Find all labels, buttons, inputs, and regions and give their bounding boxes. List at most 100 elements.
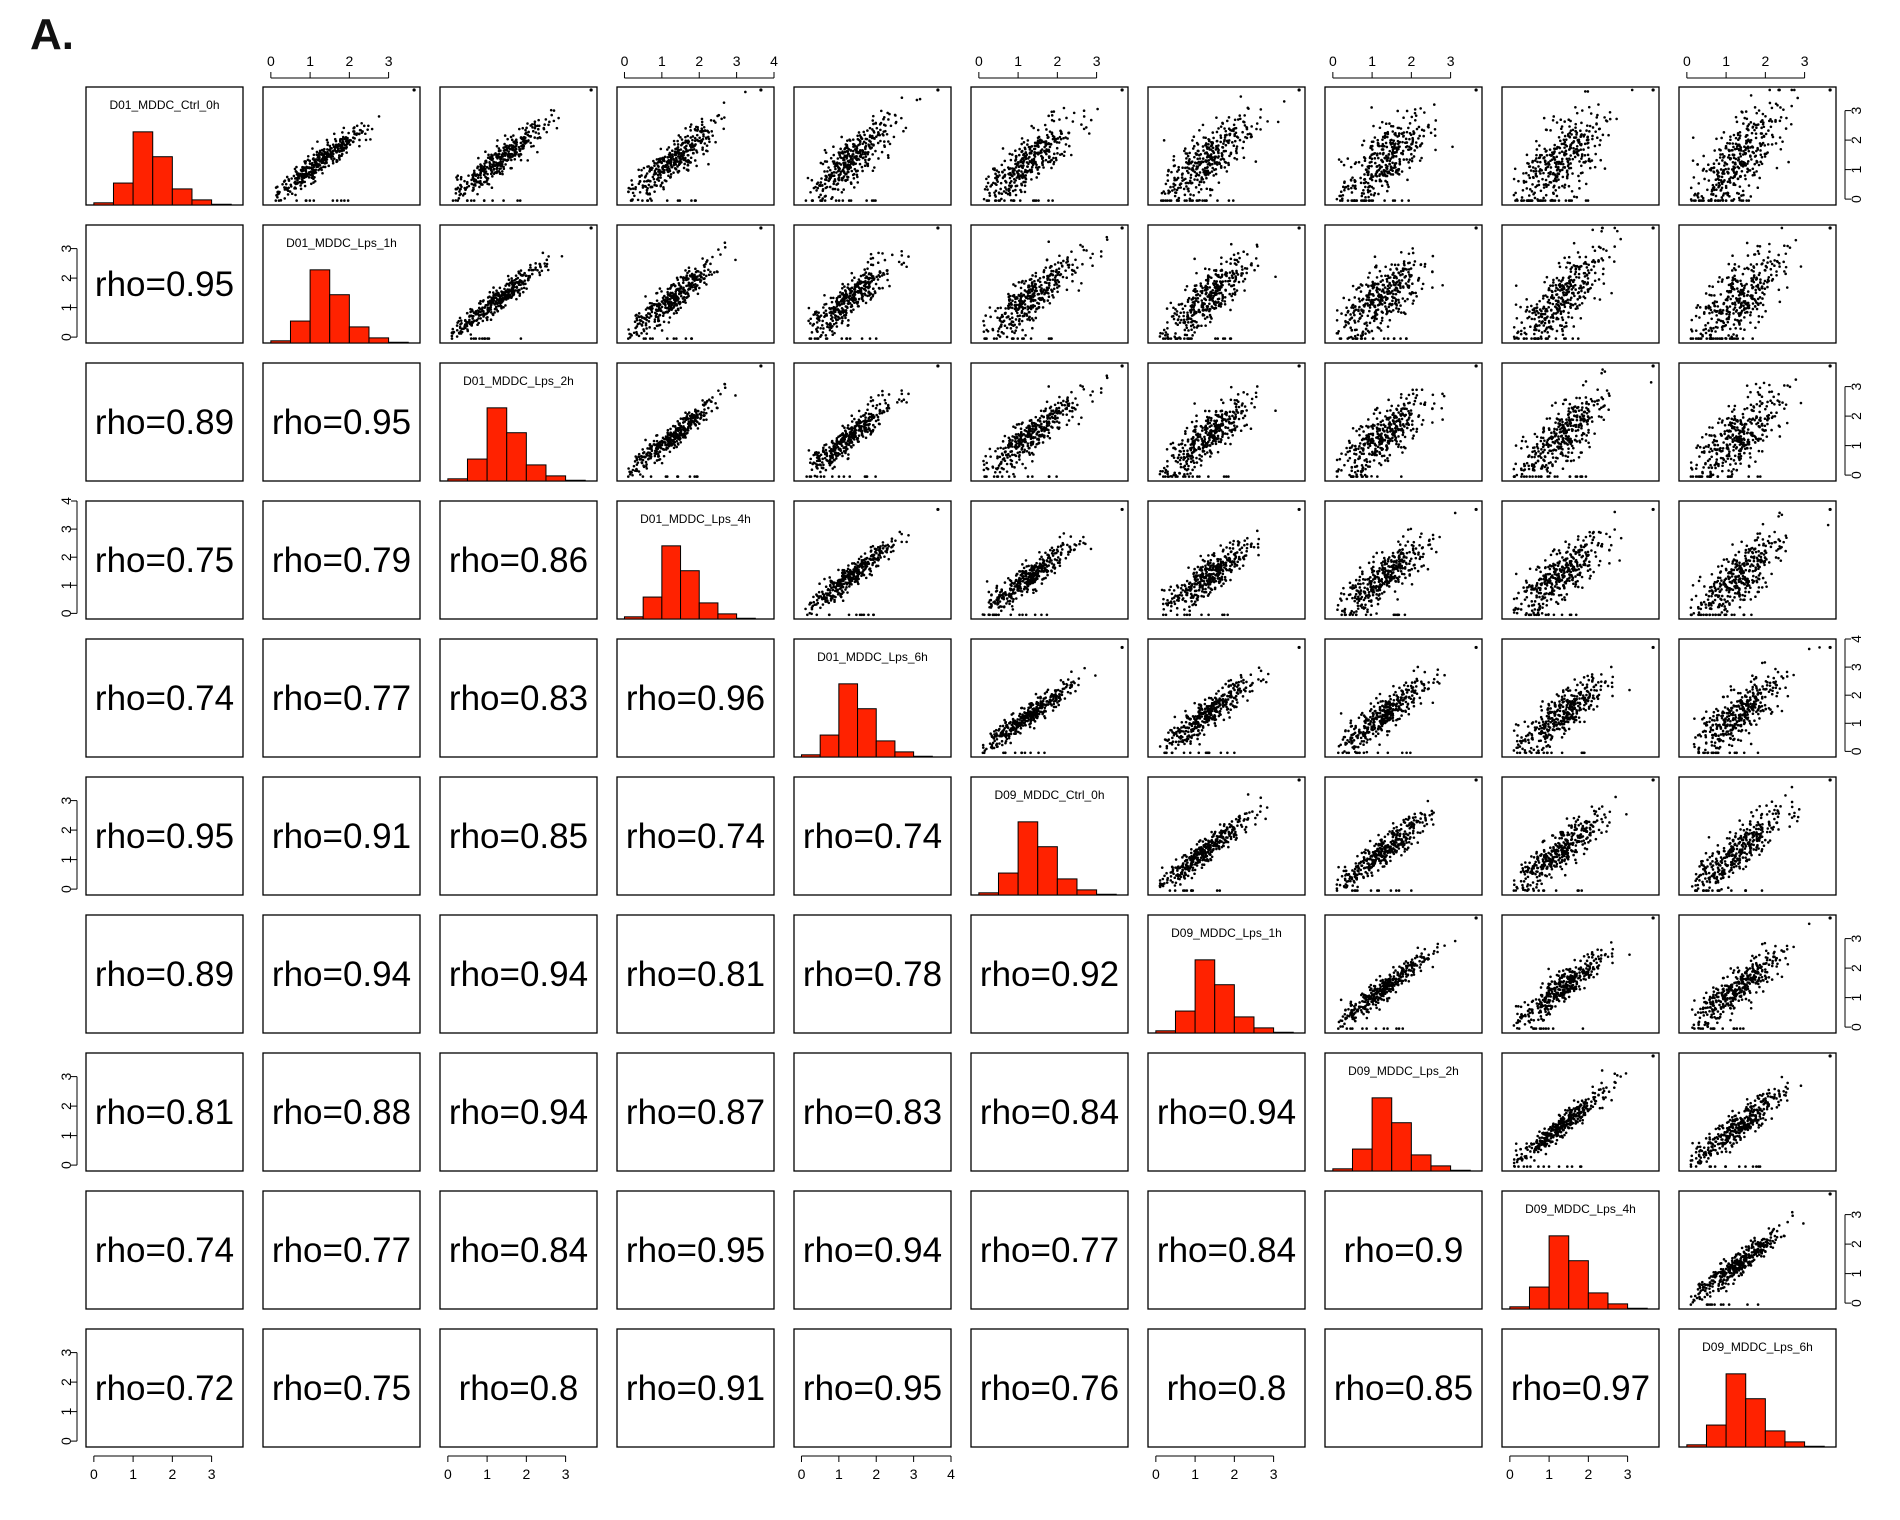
scatter-point [1022, 164, 1025, 167]
scatter-point [1363, 157, 1367, 160]
scatter-point [1583, 90, 1587, 93]
scatter-point [1041, 156, 1044, 159]
scatter-point [496, 298, 500, 301]
scatter-point [1391, 151, 1395, 155]
scatter-point [1047, 148, 1051, 152]
scatter-point [1185, 185, 1188, 188]
scatter-point [636, 322, 640, 326]
scatter-point [1542, 116, 1546, 120]
scatter-point [518, 272, 522, 275]
scatter-point [854, 285, 858, 288]
histogram-bar [388, 341, 409, 344]
scatter-point [669, 301, 672, 304]
scatter-point [1036, 293, 1040, 296]
scatter-point [1722, 169, 1725, 173]
scatter-point [1255, 122, 1259, 125]
scatter-point [840, 337, 844, 340]
scatter-point [712, 119, 716, 123]
scatter-point [843, 285, 846, 288]
scatter-point [660, 305, 664, 309]
scatter-point [1193, 155, 1196, 159]
scatter-point [488, 290, 492, 294]
scatter-point [1219, 166, 1223, 169]
scatter-point [1217, 127, 1220, 130]
scatter-point [1599, 158, 1603, 162]
scatter-point [650, 304, 654, 308]
scatter-point [831, 333, 835, 337]
scatter-point [1082, 115, 1086, 118]
histogram-bar [348, 326, 370, 344]
scatter-point [1554, 189, 1558, 192]
scatter-point [1233, 139, 1237, 143]
scatter-point [828, 168, 832, 172]
scatter-point [1413, 111, 1417, 115]
scatter-point [849, 181, 853, 184]
scatter-point [1099, 255, 1103, 258]
scatter-point [1062, 154, 1066, 158]
panel-frame [793, 224, 952, 344]
scatter-point [851, 293, 854, 297]
scatter-point [1378, 173, 1382, 176]
scatter-point [1043, 145, 1046, 149]
scatter-point [1740, 110, 1743, 113]
scatter-point [823, 294, 826, 297]
scatter-point [477, 321, 480, 325]
scatter-point [1540, 169, 1544, 172]
scatter-point [1215, 116, 1218, 119]
scatter-point [1724, 184, 1728, 188]
scatter-point [851, 173, 855, 177]
scatter-points [274, 88, 416, 202]
scatter-point [690, 337, 694, 340]
scatter-point [1192, 164, 1196, 167]
scatter-point [1191, 166, 1194, 170]
scatter-point [300, 180, 303, 184]
scatter-point [987, 175, 990, 178]
scatter-point [1052, 160, 1056, 164]
scatter-point [557, 116, 560, 120]
scatter-point [868, 337, 872, 340]
scatter-point [1427, 125, 1430, 129]
scatter-point [1200, 177, 1203, 181]
scatter-point [819, 193, 822, 197]
scatter-point [1550, 158, 1554, 161]
scatter-point [529, 141, 532, 145]
scatter-point [707, 273, 711, 277]
scatter-point [1169, 199, 1173, 202]
scatter-point [1601, 133, 1605, 137]
scatter-point [857, 291, 861, 294]
scatter-point [982, 197, 986, 201]
scatter-point [1522, 172, 1525, 175]
scatter-point [876, 278, 880, 281]
scatter-point [858, 162, 862, 166]
scatter-point [1047, 282, 1051, 285]
scatter-point [1597, 127, 1601, 131]
scatter-point [822, 327, 825, 330]
scatter-point [875, 126, 879, 130]
scatter-point [662, 320, 666, 324]
scatter-point [631, 191, 635, 195]
scatter-point [469, 307, 472, 311]
scatter-point [1587, 146, 1590, 149]
scatter-point [1575, 111, 1579, 115]
scatter-point [816, 337, 820, 340]
scatter-point [1020, 170, 1023, 173]
scatter-point [683, 276, 687, 280]
scatter-point [462, 192, 466, 196]
scatter-point [650, 310, 654, 314]
scatter-point [1718, 148, 1721, 151]
scatter-point [651, 175, 655, 179]
scatter-point [1340, 160, 1343, 164]
scatter-point [837, 295, 840, 298]
scatter-point [341, 131, 344, 134]
scatter-point [352, 130, 355, 133]
scatter-point [450, 334, 454, 338]
panel-r1-c2 [262, 86, 421, 206]
scatter-point [1535, 139, 1538, 143]
scatter-point [686, 284, 690, 287]
scatter-point [877, 157, 880, 160]
scatter-point [523, 142, 527, 145]
scatter-point [1197, 183, 1201, 187]
scatter-point [1374, 172, 1378, 176]
scatter-point [852, 186, 856, 189]
scatter-point [823, 170, 826, 173]
